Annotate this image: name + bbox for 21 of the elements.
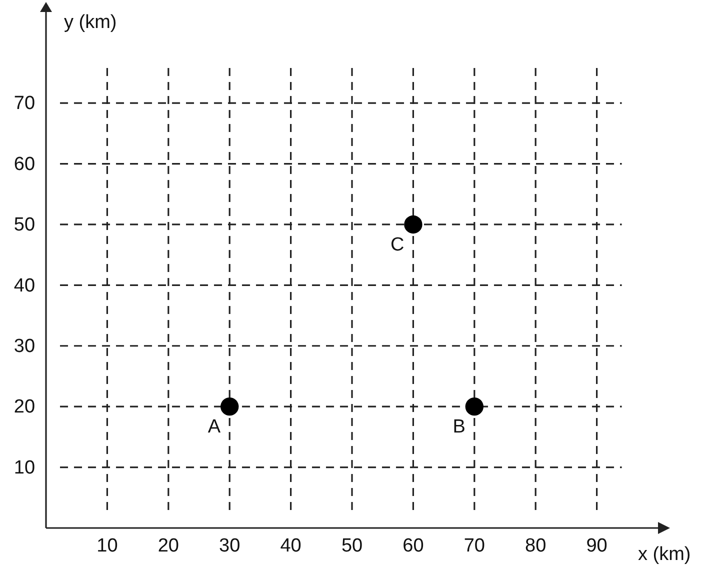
x-tick-label: 10 (96, 535, 118, 556)
y-tick-label: 40 (14, 275, 36, 296)
y-axis-title: y (km) (64, 12, 117, 33)
y-tick-label: 70 (14, 93, 36, 114)
x-tick-label: 60 (402, 535, 424, 556)
y-tick-label: 10 (14, 457, 36, 478)
annotation: A (208, 416, 221, 438)
x-tick-label: 20 (158, 535, 179, 556)
x-tick-label: 70 (464, 535, 485, 556)
y-tick-label: 20 (14, 396, 36, 418)
y-tick-label: 50 (14, 214, 36, 236)
x-tick-label: 80 (525, 535, 546, 556)
annotation: B (452, 416, 466, 438)
y-tick-label: 30 (14, 336, 36, 357)
annotation: C (390, 234, 404, 256)
x-tick-label: 30 (219, 535, 240, 556)
x-axis-title: x (km) (638, 544, 691, 565)
x-tick-label: 90 (586, 535, 608, 556)
x-tick-label: 50 (341, 535, 363, 556)
x-tick-label: 40 (280, 535, 302, 556)
y-tick-label: 60 (14, 154, 36, 175)
